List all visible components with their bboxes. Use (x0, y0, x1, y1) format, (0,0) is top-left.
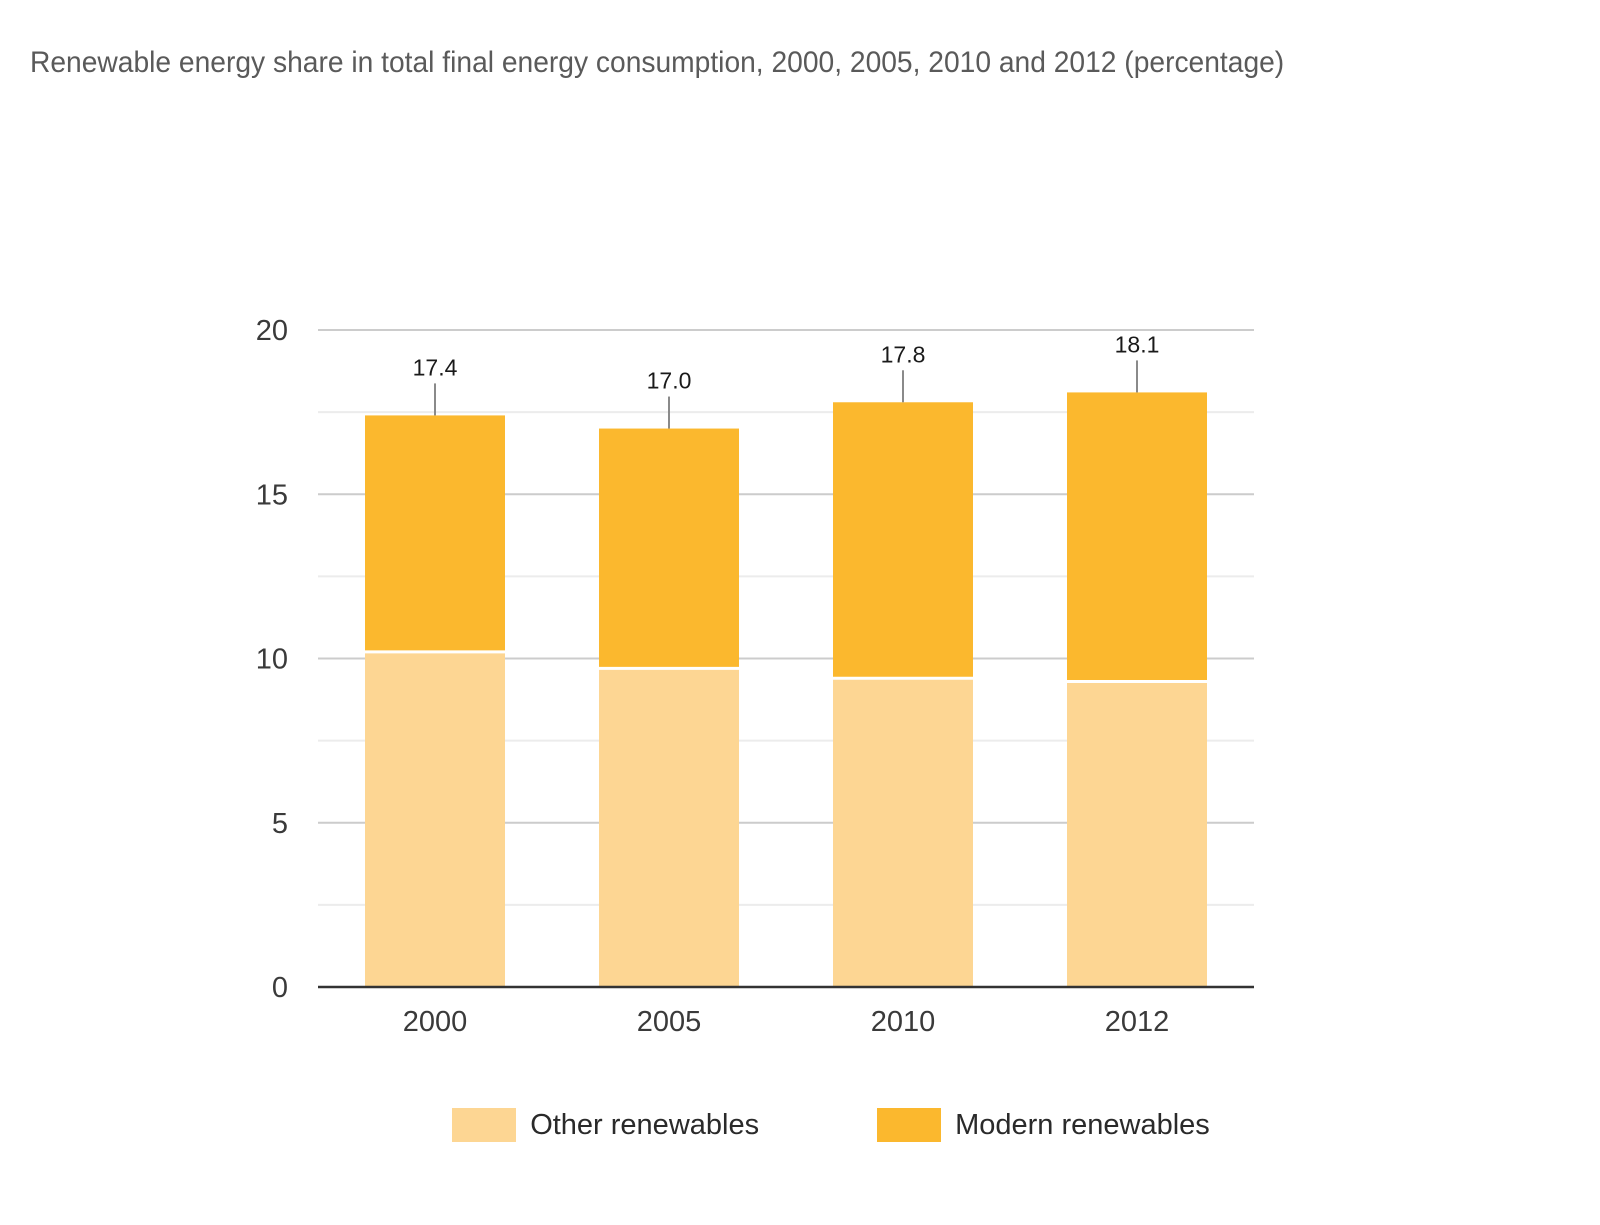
legend-label-other-renewables: Other renewables (530, 1108, 760, 1141)
y-tick-label: 0 (272, 972, 288, 1004)
total-label-2012: 18.1 (1115, 331, 1160, 357)
x-tick-label: 2012 (1105, 1006, 1170, 1038)
y-tick-label: 20 (256, 315, 288, 347)
x-tick-label: 2000 (403, 1006, 468, 1038)
legend: Other renewables Modern renewables (0, 1108, 1600, 1142)
legend-swatch-other-renewables (452, 1108, 517, 1142)
total-label-2005: 17.0 (647, 368, 692, 394)
legend-item-modern-renewables[interactable]: Modern renewables (815, 1108, 1210, 1142)
chart-title: Renewable energy share in total final en… (30, 46, 1285, 79)
bar-segment-other-2005 (599, 668, 739, 987)
x-tick-label: 2005 (637, 1006, 702, 1038)
y-tick-label: 15 (256, 479, 288, 511)
y-tick-label: 10 (256, 644, 288, 676)
bar-segment-modern-2005 (599, 428, 739, 669)
bar-segment-modern-2010 (833, 402, 973, 679)
y-tick-label: 5 (272, 808, 288, 840)
total-label-2000: 17.4 (413, 354, 458, 380)
bar-segment-modern-2012 (1067, 392, 1207, 682)
legend-swatch-modern-renewables (877, 1108, 942, 1142)
x-tick-label: 2010 (871, 1006, 936, 1038)
bar-segment-other-2010 (833, 678, 973, 987)
bar-segment-other-2000 (365, 651, 505, 987)
bars (365, 360, 1207, 987)
legend-item-other-renewables[interactable]: Other renewables (390, 1108, 759, 1142)
bar-segment-modern-2000 (365, 415, 505, 652)
total-label-2010: 17.8 (881, 341, 926, 367)
bar-segment-other-2012 (1067, 681, 1207, 987)
legend-label-modern-renewables: Modern renewables (955, 1108, 1210, 1141)
labels: 0 5 10 15 20 17.4 2000 17.0 2005 17.8 2010 18.1 2012 (256, 315, 1170, 1038)
